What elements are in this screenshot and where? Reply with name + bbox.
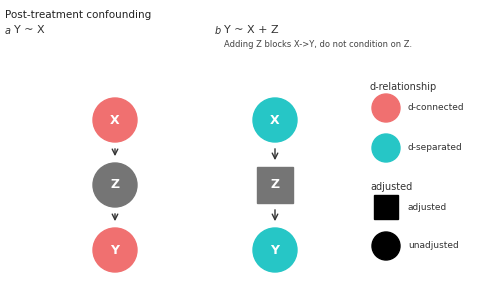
Text: adjusted: adjusted bbox=[408, 203, 448, 211]
Text: Adding Z blocks X->Y, do not condition on Z.: Adding Z blocks X->Y, do not condition o… bbox=[224, 40, 412, 49]
Text: Y ~ X: Y ~ X bbox=[14, 25, 44, 35]
Circle shape bbox=[93, 163, 137, 207]
Text: adjusted: adjusted bbox=[370, 182, 412, 192]
Circle shape bbox=[372, 94, 400, 122]
Text: unadjusted: unadjusted bbox=[408, 241, 459, 250]
Circle shape bbox=[372, 134, 400, 162]
Circle shape bbox=[253, 228, 297, 272]
Text: Y: Y bbox=[110, 243, 120, 256]
Text: Post-treatment confounding: Post-treatment confounding bbox=[5, 10, 151, 20]
Text: X: X bbox=[270, 113, 280, 127]
Text: Y ~ X + Z: Y ~ X + Z bbox=[224, 25, 278, 35]
Text: d-relationship: d-relationship bbox=[370, 82, 437, 92]
Circle shape bbox=[93, 98, 137, 142]
Bar bbox=[374, 195, 398, 219]
Circle shape bbox=[372, 232, 400, 260]
Text: X: X bbox=[110, 113, 120, 127]
Bar bbox=[257, 167, 293, 203]
Text: b: b bbox=[215, 26, 221, 36]
Text: Y: Y bbox=[270, 243, 280, 256]
Text: Z: Z bbox=[110, 179, 120, 192]
Text: d-connected: d-connected bbox=[408, 104, 465, 113]
Text: a: a bbox=[5, 26, 11, 36]
Circle shape bbox=[93, 228, 137, 272]
Text: Z: Z bbox=[270, 179, 280, 192]
Circle shape bbox=[253, 98, 297, 142]
Text: d-separated: d-separated bbox=[408, 143, 463, 153]
